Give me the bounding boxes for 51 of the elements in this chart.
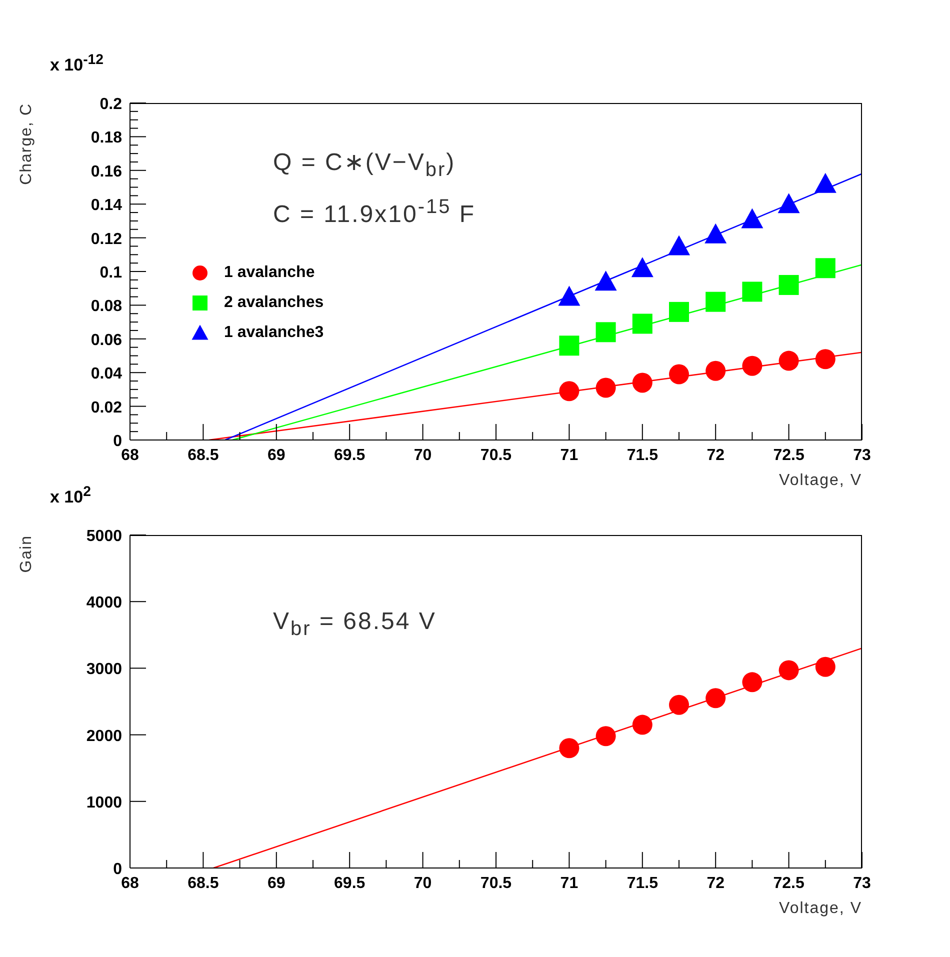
y-tick-label: 0 [113, 433, 122, 450]
x-tick-label: 71.5 [626, 875, 658, 892]
y-tick-label: 2000 [86, 728, 122, 745]
y-tick-label: 0.18 [90, 130, 122, 147]
legend-label: 1 avalanche [224, 264, 315, 282]
x-tick-label: 68.5 [188, 875, 219, 892]
x-tick-label: 72.5 [773, 447, 804, 464]
x-tick-label: 68.5 [188, 447, 219, 464]
x-tick-label: 69.5 [334, 875, 366, 892]
x-tick-label: 70.5 [480, 447, 512, 464]
y-tick-label: 1000 [86, 794, 122, 812]
y-tick-label: 0.1 [100, 264, 122, 282]
y-tick-label: 0 [113, 861, 122, 878]
y-tick-label: 0.06 [90, 332, 122, 349]
y-tick-label: 3000 [86, 661, 122, 678]
x-tick-label: 71 [560, 875, 578, 892]
x-tick-label: 69 [268, 875, 286, 892]
y-axis-title: Gain [18, 535, 36, 573]
y-tick-label: 5000 [86, 528, 122, 545]
legend-label: 1 avalanche3 [224, 324, 324, 342]
x-tick-label: 73 [853, 447, 871, 464]
x-tick-label: 70 [414, 875, 432, 892]
y-tick-label: 0.2 [100, 96, 122, 113]
x-axis-title: Voltage, V [779, 900, 862, 918]
y-tick-label: 0.14 [90, 197, 122, 214]
x-tick-label: 70 [414, 447, 432, 464]
x-tick-label: 71.5 [626, 447, 658, 464]
text: x 10$^{-12}$ [50, 52, 104, 76]
y-tick-label: 0.02 [90, 399, 122, 416]
legend-label: 2 avalanches [224, 294, 324, 312]
x-tick-label: 70.5 [480, 875, 512, 892]
x-tick-label: 72 [706, 875, 725, 892]
x-tick-label: 73 [853, 875, 871, 892]
y-tick-label: 4000 [86, 594, 122, 612]
text: x 10$^{2}$ [50, 484, 91, 508]
annotation: C = 11.9x10$^{-15}$ F [273, 196, 476, 229]
x-tick-label: 72 [706, 447, 725, 464]
x-tick-label: 72.5 [773, 875, 804, 892]
y-tick-label: 0.12 [90, 230, 122, 248]
x-axis-title: Voltage, V [779, 472, 862, 490]
annotation: Q = C∗(V−V$_{br}$) [273, 148, 456, 182]
y-tick-label: 0.04 [90, 366, 122, 383]
y-axis-title: Charge, C [18, 103, 36, 185]
x-tick-label: 69.5 [334, 447, 366, 464]
x-tick-label: 69 [268, 447, 286, 464]
x-tick-label: 68 [121, 447, 139, 464]
x-tick-label: 68 [121, 875, 139, 892]
y-tick-label: 0.16 [90, 163, 122, 180]
y-tick-label: 0.08 [90, 298, 122, 316]
annotation: V$_{br}$ = 68.54 V [273, 608, 436, 641]
x-tick-label: 71 [560, 447, 578, 464]
